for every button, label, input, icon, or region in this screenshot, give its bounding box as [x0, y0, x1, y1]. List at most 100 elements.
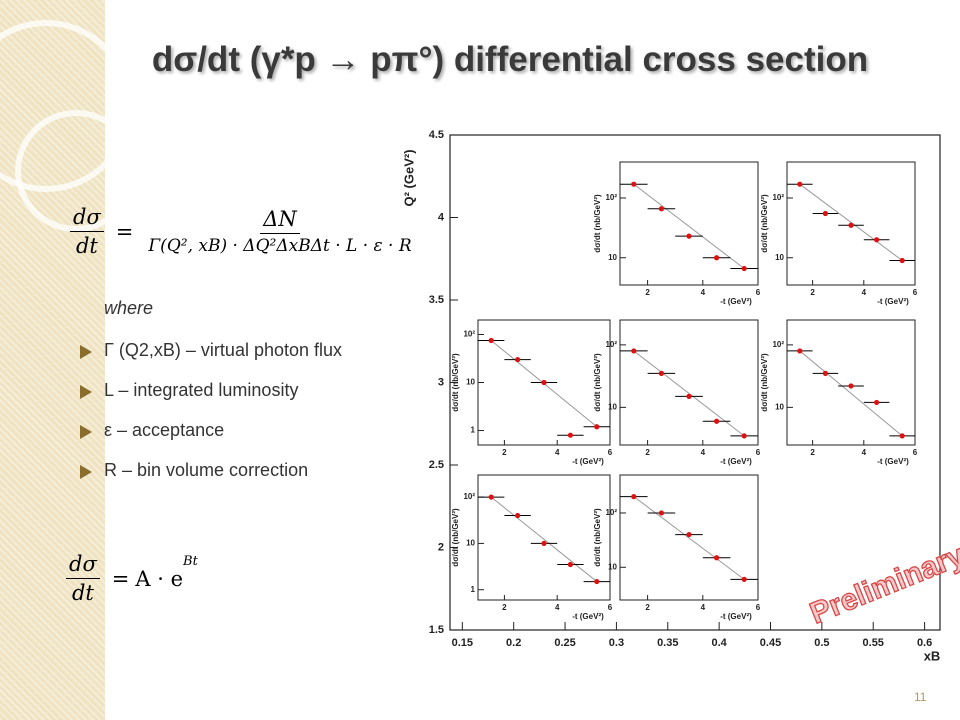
panel-frame [786, 319, 916, 446]
panel-y-tick-label: 10 [466, 378, 475, 387]
panel-x-tick-label: 6 [913, 448, 918, 457]
y-tick-label: 2.5 [429, 459, 444, 471]
data-point [714, 255, 720, 261]
formula: dσ dt = ΔN Γ(Q², xB) · ΔQ²ΔxBΔt · L · ε · … [64, 205, 421, 258]
panel-x-tick-label: 4 [862, 448, 867, 457]
panel-y-tick-label: 10² [463, 492, 475, 501]
x-tick-label: 0.6 [917, 637, 932, 649]
panel-y-tick-label: 10 [608, 402, 617, 411]
data-point [515, 356, 521, 363]
data-point [658, 370, 665, 376]
bullet: ε – acceptance [78, 420, 342, 460]
panel-x-tick-label: 6 [608, 448, 613, 457]
data-point [567, 432, 574, 438]
panel-x-label: -t (GeV²) [877, 457, 909, 466]
page-number: 11 [914, 690, 927, 704]
data-point [488, 337, 494, 344]
data-point [899, 257, 905, 264]
panel-frame [619, 161, 759, 286]
panel-y-tick-label: 10 [775, 253, 784, 262]
data-point [515, 512, 521, 519]
formula: dσ dt = A · e Bt [60, 552, 198, 605]
denominator: Γ(Q², xB) · ΔQ²ΔxBΔt · L · ε · R [148, 236, 412, 256]
x-tick-label: 0.3 [609, 637, 624, 649]
fit-line [633, 183, 745, 269]
data-point [714, 418, 720, 424]
panel-y-tick-label: 10² [772, 340, 784, 349]
exponent: Bt [183, 554, 198, 569]
data-point [594, 424, 600, 430]
panel-x-label: -t (GeV²) [877, 297, 909, 306]
bullet: L – integrated luminosity [78, 380, 342, 420]
where-label: where [104, 298, 154, 318]
data-point [741, 265, 747, 272]
data-point [631, 348, 637, 354]
equals: = [115, 219, 134, 244]
x-tick-label: 0.25 [554, 637, 575, 649]
numerator: dσ [66, 552, 100, 579]
panel-y-label: dσ/dt (nb/GeV²) [451, 508, 460, 567]
data-point [714, 555, 720, 561]
data-point [899, 433, 905, 439]
panel-y-label: dσ/dt (nb/GeV²) [760, 194, 769, 253]
data-point [631, 181, 637, 187]
panel-y-tick-label: 10 [466, 539, 475, 548]
data-point [488, 494, 494, 500]
panel-x-tick-label: 4 [701, 448, 706, 457]
numerator: dσ [70, 205, 104, 232]
data-point [658, 206, 665, 212]
panel-y-label: dσ/dt (nb/GeV²) [451, 353, 460, 412]
panel-y-tick-label: 10 [608, 253, 617, 262]
x-tick-label: 0.4 [711, 637, 727, 649]
y-tick-label: 3 [438, 376, 444, 388]
panel-x-label: -t (GeV²) [720, 612, 752, 621]
panel-frame [477, 474, 611, 601]
panel-y-tick-label: 10 [775, 402, 784, 411]
panel-x-label: -t (GeV²) [720, 457, 752, 466]
panel-x-tick-label: 2 [645, 288, 650, 297]
denominator: dt [75, 234, 98, 258]
data-point [541, 379, 547, 386]
panel-y-tick-label: 10² [605, 193, 617, 202]
panel-x-tick-label: 6 [756, 603, 761, 612]
bullet-list: Γ (Q2,xB) – virtual photon flux L – inte… [78, 340, 342, 500]
panel-y-tick-label: 10 [608, 562, 617, 571]
y-axis-label: Q² (GeV²) [401, 149, 416, 206]
panel-x-tick-label: 2 [645, 603, 650, 612]
fraction: dσ dt [66, 552, 100, 605]
panel-x-label: -t (GeV²) [572, 612, 604, 621]
panel-y-tick-label: 1 [471, 585, 476, 594]
data-point [797, 348, 803, 354]
data-point [686, 531, 692, 538]
panel-y-tick-label: 10² [605, 508, 617, 517]
bullet: R – bin volume correction [78, 460, 342, 500]
bullet: Γ (Q2,xB) – virtual photon flux [78, 340, 342, 380]
panel-x-tick-label: 2 [810, 448, 815, 457]
equals: = [111, 566, 130, 591]
data-point [741, 576, 747, 582]
y-tick-label: 2 [438, 541, 444, 553]
x-tick-label: 0.55 [863, 637, 884, 649]
panel-x-tick-label: 2 [810, 288, 815, 297]
fraction: dσ dt [70, 205, 104, 258]
denominator: dt [71, 581, 94, 605]
data-point [631, 494, 637, 500]
data-point [822, 210, 829, 217]
data-point [848, 222, 854, 228]
panel-x-tick-label: 4 [701, 288, 706, 297]
panel-x-tick-label: 2 [502, 603, 507, 612]
panel-x-tick-label: 2 [645, 448, 650, 457]
panel-x-tick-label: 6 [756, 288, 761, 297]
data-point [594, 578, 600, 585]
panel-x-tick-label: 2 [502, 448, 507, 457]
panel-x-tick-label: 4 [555, 448, 560, 457]
fraction: ΔN Γ(Q², xB) · ΔQ²ΔxBΔt · L · ε · R [145, 207, 414, 256]
panel-x-label: -t (GeV²) [572, 457, 604, 466]
fit-line [490, 496, 598, 582]
x-tick-label: 0.45 [760, 637, 781, 649]
data-point [686, 233, 692, 239]
data-point [541, 540, 547, 547]
rhs: A · e [135, 566, 184, 591]
